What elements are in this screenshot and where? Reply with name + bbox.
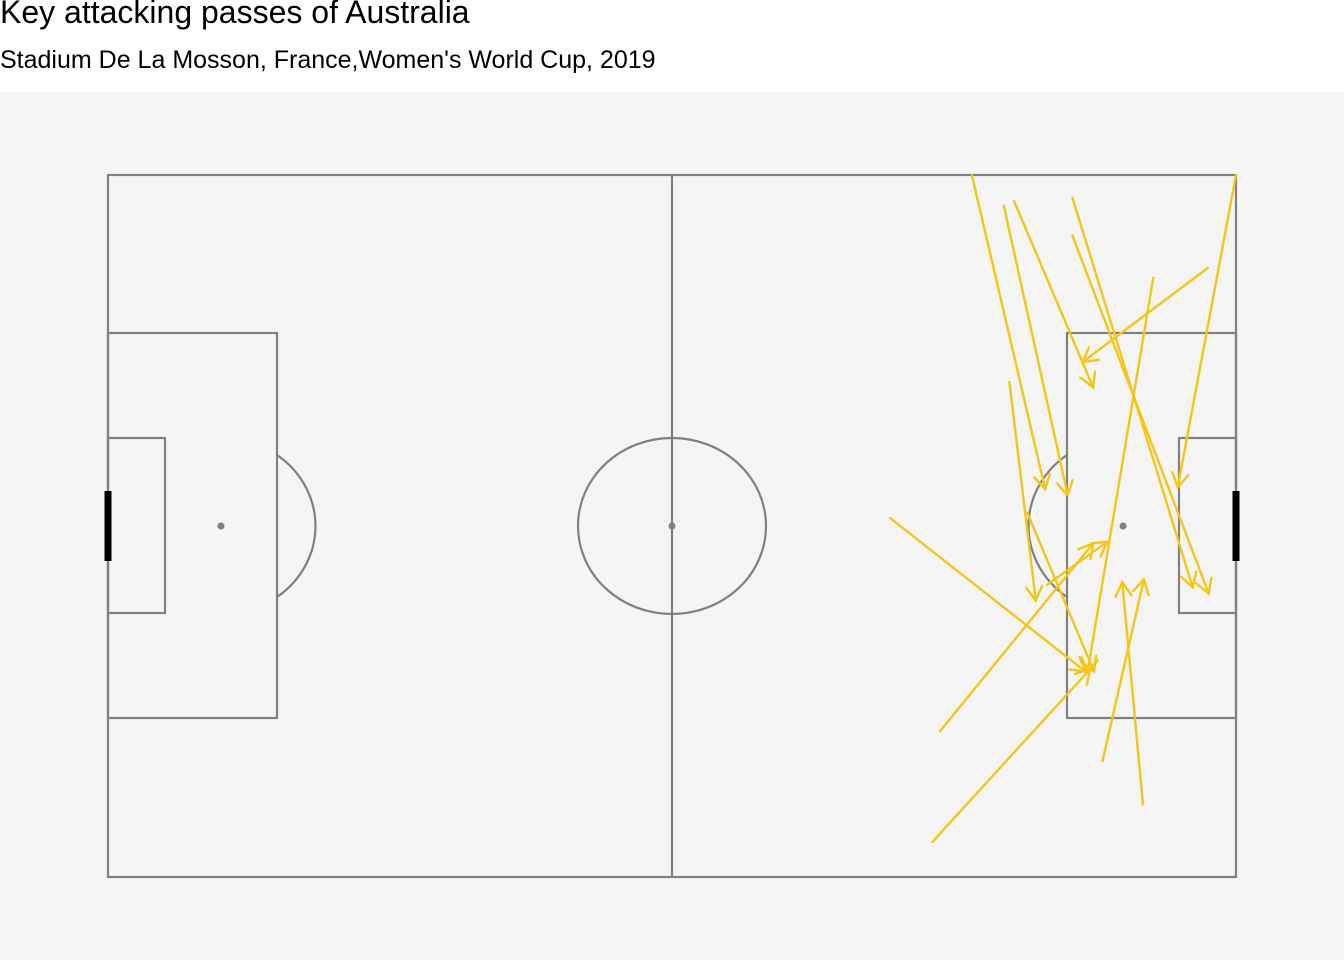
pass-arrow xyxy=(931,667,1092,844)
pass-arrow xyxy=(1045,540,1110,586)
right-penalty-spot xyxy=(1119,522,1127,530)
pass-arrowhead xyxy=(1024,584,1044,603)
pass-arrowhead xyxy=(1195,576,1213,596)
pass-arrow xyxy=(1114,579,1145,806)
goals xyxy=(104,491,1240,561)
pass-line xyxy=(1081,266,1210,364)
centre-circle xyxy=(576,436,768,616)
pass-arrowhead xyxy=(1179,570,1198,590)
pass-line xyxy=(1176,173,1238,489)
pass-line xyxy=(1012,200,1095,389)
pass-arrow xyxy=(1012,200,1097,390)
pass-arrowhead xyxy=(1073,667,1092,686)
pitch-panel xyxy=(0,92,1344,960)
pass-arrowhead xyxy=(1090,540,1110,558)
left-penalty-arc xyxy=(276,454,317,598)
chart-title: Key attacking passes of Australia xyxy=(0,0,470,30)
pass-arrowhead xyxy=(1079,370,1097,390)
pass-arrow xyxy=(1071,234,1213,596)
pass-arrowhead xyxy=(1055,478,1074,498)
pass-arrowhead xyxy=(1171,471,1190,490)
pass-arrowhead xyxy=(1114,579,1133,598)
pass-arrow xyxy=(1002,204,1074,498)
pass-line xyxy=(1071,234,1210,595)
pass-arrow xyxy=(970,173,1052,492)
pass-arrows xyxy=(888,173,1238,844)
pass-arrow xyxy=(1101,577,1150,763)
centre-spot xyxy=(668,522,676,530)
pass-line xyxy=(931,667,1092,844)
pass-line xyxy=(1101,578,1146,763)
chart-subtitle: Stadium De La Mosson, France,Women's Wor… xyxy=(0,46,656,74)
pass-line xyxy=(938,542,1095,733)
pass-line xyxy=(1026,511,1096,673)
pass-arrow xyxy=(1171,173,1238,490)
pass-line xyxy=(970,173,1047,491)
pass-line xyxy=(888,516,1087,673)
pitch-svg xyxy=(0,92,1344,960)
pass-arrowhead xyxy=(1033,472,1052,492)
pass-line xyxy=(1002,204,1069,497)
pass-line xyxy=(1086,276,1155,674)
pass-line xyxy=(1045,540,1109,586)
pitch-spots xyxy=(217,522,1127,530)
pass-line xyxy=(1121,580,1145,806)
pass-arrowhead xyxy=(1131,577,1150,597)
pass-line xyxy=(1008,380,1037,602)
pass-arrow xyxy=(1008,380,1044,603)
left-penalty-spot xyxy=(217,522,225,530)
